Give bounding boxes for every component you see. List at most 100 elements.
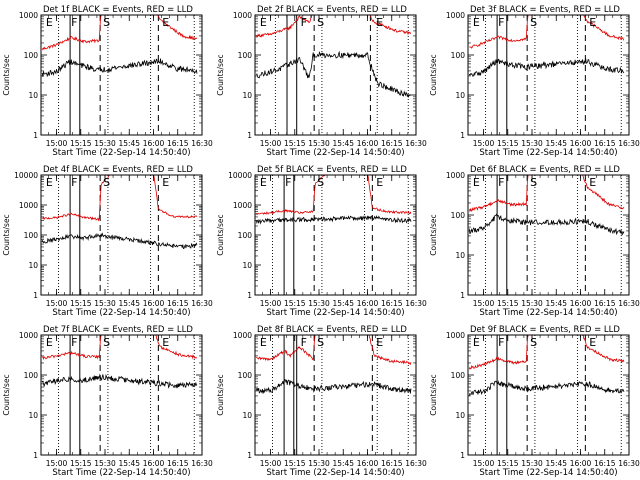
y-tick-label: 10: [242, 261, 252, 270]
x-tick-label: 16:00: [143, 459, 165, 468]
x-tick-label: 16:00: [357, 139, 379, 148]
y-tick-label: 10: [242, 91, 252, 100]
x-tick-label: 16:00: [143, 299, 165, 308]
x-tick-label: 16:30: [618, 459, 640, 468]
panel-title: Det 8f BLACK = Events, RED = LLD: [257, 325, 407, 335]
x-tick-label: 16:30: [405, 299, 427, 308]
x-tick-label: 15:15: [497, 139, 519, 148]
x-tick-label: 15:45: [118, 299, 140, 308]
x-tick-label: 15:30: [521, 459, 543, 468]
y-axis-label: Counts/sec: [429, 374, 438, 415]
y-tick-label: 100: [451, 51, 466, 60]
x-tick-label: 16:30: [191, 459, 213, 468]
y-axis-label: Counts/sec: [2, 214, 11, 255]
plot-frame: [467, 14, 630, 136]
panel-title: Det 3f BLACK = Events, RED = LLD: [470, 5, 620, 15]
x-axis-label: Start Time (22-Sep-14 14:50:40): [52, 148, 190, 158]
x-tick-label: 15:30: [308, 459, 330, 468]
x-tick-label: 15:00: [260, 459, 282, 468]
x-tick-label: 15:15: [70, 139, 92, 148]
phase-marker: S: [317, 16, 324, 29]
panel-title: Det 7f BLACK = Events, RED = LLD: [43, 325, 193, 335]
y-axis-label: Counts/sec: [216, 54, 225, 95]
x-tick-label: 15:15: [497, 299, 519, 308]
x-tick-label: 16:00: [357, 299, 379, 308]
phase-marker: E: [376, 336, 383, 349]
x-axis-label: Start Time (22-Sep-14 14:50:40): [52, 468, 190, 478]
y-tick-label: 10: [455, 251, 465, 260]
y-axis-label: Counts/sec: [2, 374, 11, 415]
x-tick-label: 15:15: [284, 139, 306, 148]
phase-marker: E: [46, 176, 53, 189]
phase-marker: E: [260, 336, 267, 349]
phase-marker: S: [103, 16, 110, 29]
series-red: [469, 15, 625, 49]
y-tick-label: 10: [28, 411, 38, 420]
x-tick-label: 15:00: [260, 139, 282, 148]
phase-marker: S: [530, 16, 537, 29]
panel-title: Det 6f BLACK = Events, RED = LLD: [470, 165, 620, 175]
x-tick-label: 15:00: [46, 459, 68, 468]
phase-marker: E: [46, 16, 53, 29]
phase-marker: F: [301, 336, 307, 349]
y-tick-label: 1: [247, 131, 252, 140]
x-tick-label: 16:15: [594, 139, 616, 148]
x-axis-label: Start Time (22-Sep-14 14:50:40): [479, 468, 617, 478]
x-tick-label: 15:30: [308, 139, 330, 148]
series-black: [255, 50, 412, 98]
y-tick-label: 1000: [446, 11, 465, 20]
x-axis-label: Start Time (22-Sep-14 14:50:40): [266, 468, 404, 478]
y-tick-label: 1: [33, 131, 38, 140]
y-tick-label: 1000: [233, 201, 252, 210]
x-tick-label: 15:45: [332, 139, 354, 148]
plot-frame: [40, 174, 203, 296]
y-tick-label: 100: [238, 371, 253, 380]
x-tick-label: 15:15: [284, 299, 306, 308]
phase-marker: F: [498, 176, 504, 189]
panel-title: Det 4f BLACK = Events, RED = LLD: [43, 165, 193, 175]
plot-frame: [254, 334, 417, 456]
x-tick-label: 15:30: [521, 299, 543, 308]
series-red: [255, 15, 411, 38]
y-tick-label: 1000: [19, 201, 38, 210]
phase-marker: S: [530, 176, 537, 189]
phase-marker: E: [376, 16, 383, 29]
x-tick-label: 16:00: [357, 459, 379, 468]
series-red: [468, 335, 625, 370]
x-tick-label: 15:00: [473, 299, 495, 308]
phase-marker: F: [71, 16, 77, 29]
phase-marker: E: [260, 176, 267, 189]
phase-marker: E: [473, 336, 480, 349]
y-axis-label: Counts/sec: [216, 214, 225, 255]
x-tick-label: 16:15: [594, 299, 616, 308]
x-tick-label: 16:30: [191, 139, 213, 148]
panel-title: Det 5f BLACK = Events, RED = LLD: [257, 165, 407, 175]
plot-frame: [40, 334, 203, 456]
phase-marker: E: [162, 16, 169, 29]
phase-marker: E: [46, 336, 53, 349]
x-tick-label: 16:15: [381, 299, 403, 308]
x-tick-label: 15:45: [545, 299, 567, 308]
phase-marker: E: [162, 336, 169, 349]
y-axis-label: Counts/sec: [2, 54, 11, 95]
series-black: [468, 213, 625, 236]
series-red: [468, 175, 625, 213]
x-axis-label: Start Time (22-Sep-14 14:50:40): [479, 308, 617, 318]
phase-marker: E: [589, 336, 596, 349]
x-tick-label: 16:15: [167, 459, 189, 468]
x-tick-label: 16:00: [570, 299, 592, 308]
series-black: [255, 215, 412, 225]
phase-marker: S: [317, 336, 324, 349]
phase-marker: F: [71, 176, 77, 189]
y-tick-label: 10000: [14, 171, 38, 180]
x-tick-label: 16:30: [405, 459, 427, 468]
x-tick-label: 16:15: [167, 299, 189, 308]
y-tick-label: 1: [33, 291, 38, 300]
x-tick-label: 15:15: [70, 459, 92, 468]
phase-marker: E: [473, 16, 480, 29]
